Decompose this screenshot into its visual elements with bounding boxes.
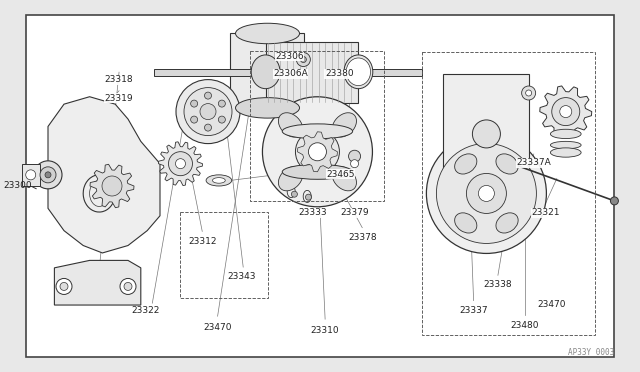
Ellipse shape xyxy=(206,175,232,186)
Circle shape xyxy=(351,160,358,168)
Circle shape xyxy=(349,150,360,162)
Polygon shape xyxy=(159,142,202,186)
Polygon shape xyxy=(90,164,134,208)
Circle shape xyxy=(218,100,225,107)
Circle shape xyxy=(305,194,312,200)
Bar xyxy=(422,52,595,335)
Circle shape xyxy=(205,92,211,99)
Polygon shape xyxy=(48,97,160,253)
Text: AP33Y 0003: AP33Y 0003 xyxy=(568,348,614,357)
Circle shape xyxy=(296,52,310,67)
Text: 23333: 23333 xyxy=(298,208,326,217)
Circle shape xyxy=(124,282,132,291)
Circle shape xyxy=(40,167,56,183)
Circle shape xyxy=(175,159,186,169)
Text: 23321: 23321 xyxy=(531,208,559,217)
Circle shape xyxy=(60,282,68,291)
Ellipse shape xyxy=(332,113,356,137)
Ellipse shape xyxy=(212,177,225,183)
Circle shape xyxy=(120,278,136,295)
Text: 23306A: 23306A xyxy=(273,69,308,78)
Ellipse shape xyxy=(278,113,303,137)
Ellipse shape xyxy=(251,55,280,89)
Circle shape xyxy=(34,161,62,189)
Ellipse shape xyxy=(236,97,300,118)
Text: 23470: 23470 xyxy=(538,300,566,309)
Circle shape xyxy=(467,173,506,214)
Circle shape xyxy=(218,116,225,123)
Circle shape xyxy=(300,57,307,62)
Text: 23319: 23319 xyxy=(105,94,133,103)
Circle shape xyxy=(291,191,298,197)
Ellipse shape xyxy=(550,129,581,138)
Ellipse shape xyxy=(344,55,372,89)
Circle shape xyxy=(560,106,572,118)
Circle shape xyxy=(308,143,326,161)
Text: 23306: 23306 xyxy=(275,52,303,61)
Ellipse shape xyxy=(282,164,353,179)
Bar xyxy=(230,33,304,108)
Circle shape xyxy=(176,80,240,144)
Ellipse shape xyxy=(454,154,477,174)
Bar xyxy=(154,69,422,76)
Ellipse shape xyxy=(454,213,477,233)
Circle shape xyxy=(184,87,232,136)
Circle shape xyxy=(426,134,547,253)
Text: 23378: 23378 xyxy=(348,233,376,242)
Circle shape xyxy=(522,86,536,100)
Circle shape xyxy=(102,176,122,196)
Bar xyxy=(266,42,358,103)
Ellipse shape xyxy=(282,124,353,139)
Ellipse shape xyxy=(550,141,581,149)
Bar xyxy=(22,164,40,186)
Ellipse shape xyxy=(278,167,303,191)
Text: 23379: 23379 xyxy=(340,208,369,217)
Circle shape xyxy=(525,90,532,96)
Ellipse shape xyxy=(332,167,356,191)
Ellipse shape xyxy=(346,58,371,86)
Text: 23465: 23465 xyxy=(326,170,355,179)
Text: 23310: 23310 xyxy=(311,326,339,335)
Circle shape xyxy=(56,278,72,295)
Circle shape xyxy=(262,97,372,207)
Text: 23318: 23318 xyxy=(105,75,133,84)
Polygon shape xyxy=(54,260,141,305)
Ellipse shape xyxy=(496,213,518,233)
Ellipse shape xyxy=(550,148,581,157)
Bar xyxy=(443,74,529,193)
Circle shape xyxy=(26,170,36,180)
Ellipse shape xyxy=(496,154,518,174)
Polygon shape xyxy=(540,86,592,137)
Text: 23300: 23300 xyxy=(4,182,32,190)
Text: 23380: 23380 xyxy=(325,69,353,78)
Text: 23480: 23480 xyxy=(511,321,539,330)
Bar xyxy=(180,212,268,298)
Circle shape xyxy=(168,152,193,176)
Circle shape xyxy=(200,103,216,120)
Circle shape xyxy=(191,100,198,107)
Text: 23322: 23322 xyxy=(132,307,160,315)
Bar xyxy=(250,51,384,201)
Circle shape xyxy=(45,172,51,178)
Circle shape xyxy=(479,185,495,202)
Circle shape xyxy=(296,130,339,174)
Text: 23337A: 23337A xyxy=(516,158,551,167)
Ellipse shape xyxy=(236,23,300,44)
Circle shape xyxy=(436,144,536,243)
Polygon shape xyxy=(298,132,337,172)
Circle shape xyxy=(472,120,500,148)
Text: 23338: 23338 xyxy=(484,280,512,289)
Text: 23312: 23312 xyxy=(188,237,216,246)
Circle shape xyxy=(611,197,618,205)
Text: 23470: 23470 xyxy=(204,323,232,332)
Circle shape xyxy=(205,124,211,131)
Circle shape xyxy=(191,116,198,123)
Text: 23343: 23343 xyxy=(228,272,256,281)
Text: 23337: 23337 xyxy=(460,307,488,315)
Circle shape xyxy=(552,97,580,126)
